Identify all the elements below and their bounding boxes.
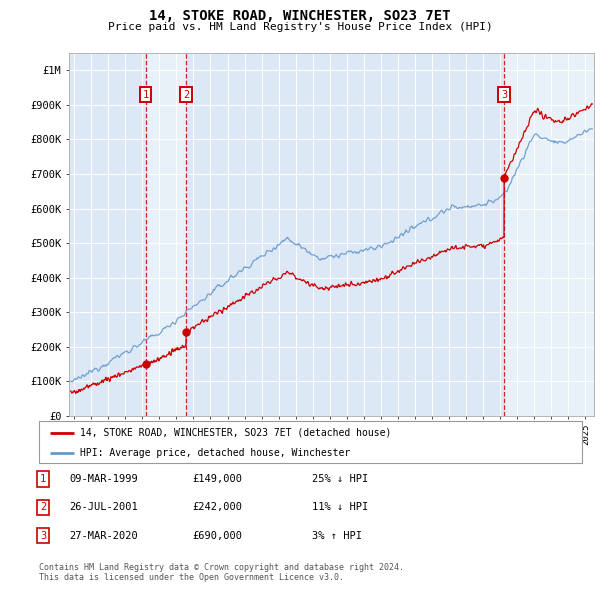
Bar (504, 53, 594, 416)
Text: £242,000: £242,000 (192, 503, 242, 512)
Text: 27-MAR-2020: 27-MAR-2020 (69, 531, 138, 540)
Text: HPI: Average price, detached house, Winchester: HPI: Average price, detached house, Winc… (80, 448, 350, 457)
Text: 09-MAR-1999: 09-MAR-1999 (69, 474, 138, 484)
Text: Price paid vs. HM Land Registry's House Price Index (HPI): Price paid vs. HM Land Registry's House … (107, 22, 493, 32)
Text: £690,000: £690,000 (192, 531, 242, 540)
Text: 2: 2 (183, 90, 189, 100)
Text: 3: 3 (40, 531, 46, 540)
Text: 14, STOKE ROAD, WINCHESTER, SO23 7ET (detached house): 14, STOKE ROAD, WINCHESTER, SO23 7ET (de… (80, 428, 391, 438)
Text: 3% ↑ HPI: 3% ↑ HPI (312, 531, 362, 540)
Text: 26-JUL-2001: 26-JUL-2001 (69, 503, 138, 512)
Text: 1: 1 (40, 474, 46, 484)
Text: 11% ↓ HPI: 11% ↓ HPI (312, 503, 368, 512)
Text: 25% ↓ HPI: 25% ↓ HPI (312, 474, 368, 484)
Text: 1: 1 (142, 90, 149, 100)
Text: 14, STOKE ROAD, WINCHESTER, SO23 7ET: 14, STOKE ROAD, WINCHESTER, SO23 7ET (149, 9, 451, 23)
Bar (146, 53, 186, 416)
Text: Contains HM Land Registry data © Crown copyright and database right 2024.
This d: Contains HM Land Registry data © Crown c… (39, 563, 404, 582)
Text: £149,000: £149,000 (192, 474, 242, 484)
Text: 3: 3 (501, 90, 507, 100)
Text: 2: 2 (40, 503, 46, 512)
